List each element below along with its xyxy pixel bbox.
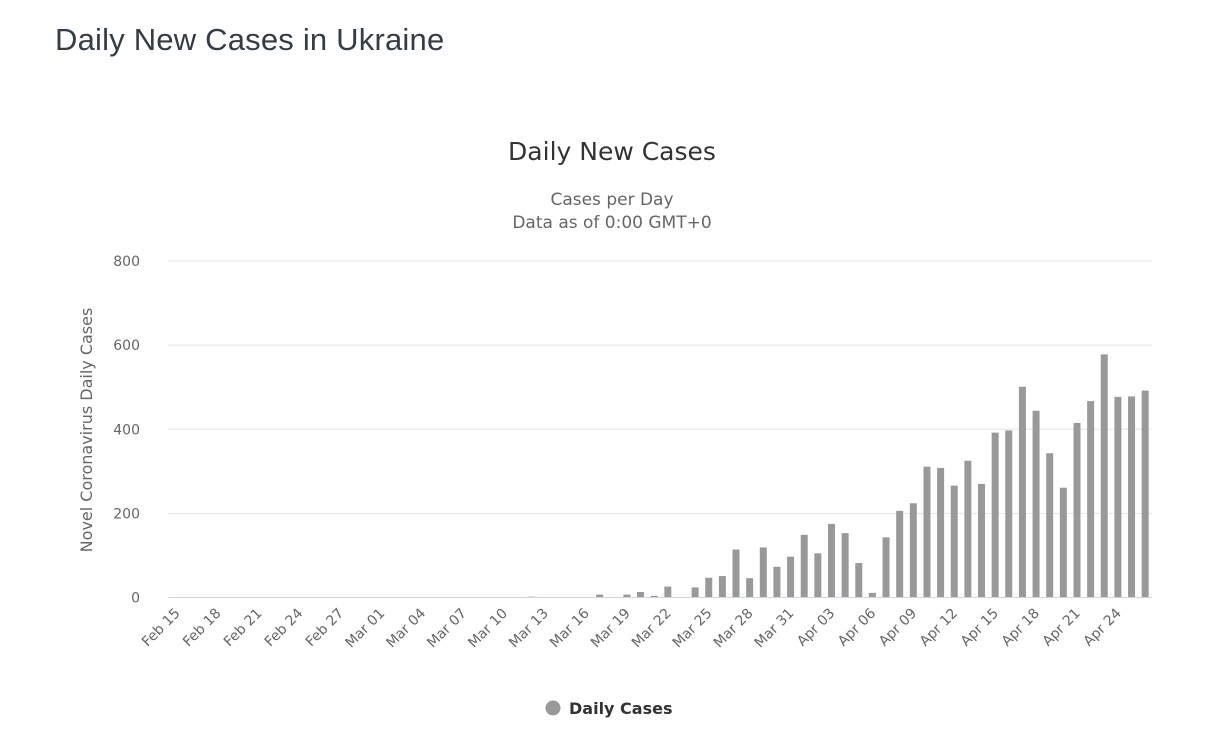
- x-tick-label: Feb 18: [180, 606, 225, 651]
- bar-apr-14[interactable]: [978, 483, 986, 598]
- x-tick-label: Feb 21: [221, 606, 266, 651]
- x-tick-label: Mar 10: [465, 606, 511, 652]
- x-tick-label: Feb 24: [262, 605, 307, 650]
- bar-apr-18[interactable]: [1032, 410, 1040, 598]
- chart-subtitle-line1: Cases per Day: [550, 190, 673, 210]
- bar-apr-01[interactable]: [800, 534, 808, 598]
- bar-mar-22[interactable]: [664, 586, 672, 598]
- bar-apr-08[interactable]: [896, 510, 904, 598]
- y-tick-label: 0: [131, 591, 140, 607]
- bar-apr-05[interactable]: [855, 563, 863, 598]
- x-tick-label: Apr 03: [794, 606, 838, 650]
- x-tick-label: Mar 16: [547, 605, 593, 651]
- x-tick-label: Apr 12: [917, 606, 961, 650]
- bar-mar-25[interactable]: [705, 577, 713, 598]
- y-axis-tick-labels: 0 200 400 600 800: [113, 254, 140, 607]
- x-tick-label: Mar 04: [383, 605, 429, 651]
- bar-apr-12[interactable]: [950, 485, 958, 598]
- y-tick-label: 800: [113, 254, 140, 270]
- x-tick-label: Mar 25: [670, 606, 716, 652]
- x-tick-label: Apr 06: [835, 605, 879, 649]
- x-tick-label: Apr 21: [1040, 606, 1084, 650]
- bar-apr-04[interactable]: [841, 533, 849, 598]
- x-tick-label: Mar 07: [424, 606, 470, 652]
- bar-apr-03[interactable]: [827, 523, 835, 598]
- bar-apr-09[interactable]: [909, 503, 917, 598]
- bar-mar-29[interactable]: [759, 547, 767, 598]
- bar-apr-25[interactable]: [1128, 396, 1136, 598]
- page-title: Daily New Cases in Ukraine: [55, 22, 445, 57]
- bar-apr-23[interactable]: [1100, 354, 1108, 598]
- daily-cases-bar-series: [405, 354, 1149, 598]
- bar-apr-20[interactable]: [1059, 487, 1067, 598]
- bar-apr-21[interactable]: [1073, 422, 1081, 598]
- bar-mar-30[interactable]: [773, 566, 781, 598]
- bar-apr-02[interactable]: [814, 553, 822, 598]
- bar-apr-16[interactable]: [1005, 430, 1013, 598]
- bar-apr-06[interactable]: [868, 592, 876, 598]
- x-tick-label: Mar 01: [342, 606, 388, 652]
- x-tick-label: Feb 15: [139, 606, 184, 651]
- y-tick-label: 400: [113, 422, 140, 438]
- x-tick-label: Apr 24: [1081, 605, 1125, 649]
- bar-mar-20[interactable]: [637, 592, 645, 598]
- x-tick-label: Feb 27: [303, 606, 348, 651]
- x-tick-label: Mar 31: [752, 606, 798, 652]
- x-tick-label: Apr 15: [958, 606, 1002, 650]
- bar-apr-22[interactable]: [1087, 401, 1095, 598]
- bar-apr-15[interactable]: [991, 432, 999, 598]
- x-tick-label: Mar 19: [588, 606, 634, 652]
- bar-mar-27[interactable]: [732, 549, 740, 598]
- bar-mar-19[interactable]: [623, 594, 631, 598]
- bar-apr-19[interactable]: [1046, 453, 1054, 598]
- bar-mar-17[interactable]: [596, 594, 604, 598]
- bar-mar-26[interactable]: [718, 576, 726, 598]
- legend-marker-icon: [545, 700, 561, 716]
- bar-apr-11[interactable]: [937, 467, 945, 598]
- y-tick-label: 200: [113, 506, 140, 522]
- y-tick-label: 600: [113, 338, 140, 354]
- bar-mar-28[interactable]: [746, 578, 754, 598]
- x-tick-label: Apr 09: [876, 606, 920, 650]
- bar-apr-10[interactable]: [923, 466, 931, 598]
- bar-apr-24[interactable]: [1114, 396, 1122, 598]
- bar-apr-13[interactable]: [964, 460, 972, 598]
- chart-title: Daily New Cases: [508, 137, 716, 166]
- y-axis-title: Novel Coronavirus Daily Cases: [77, 308, 96, 553]
- legend-item-daily-cases[interactable]: Daily Cases: [545, 699, 673, 718]
- bar-apr-07[interactable]: [882, 537, 890, 598]
- legend-label: Daily Cases: [569, 699, 672, 718]
- x-tick-label: Mar 22: [629, 606, 675, 652]
- gridlines: [168, 260, 1152, 514]
- bar-mar-24[interactable]: [691, 587, 699, 598]
- bar-mar-31[interactable]: [787, 556, 795, 598]
- bar-apr-17[interactable]: [1018, 386, 1026, 598]
- x-tick-label: Apr 18: [999, 606, 1043, 650]
- chart-subtitle-line2: Data as of 0:00 GMT+0: [512, 213, 711, 233]
- x-tick-label: Mar 13: [506, 606, 552, 652]
- bar-mar-21[interactable]: [650, 595, 658, 598]
- x-tick-label: Mar 28: [711, 606, 757, 652]
- bar-apr-26[interactable]: [1141, 390, 1149, 598]
